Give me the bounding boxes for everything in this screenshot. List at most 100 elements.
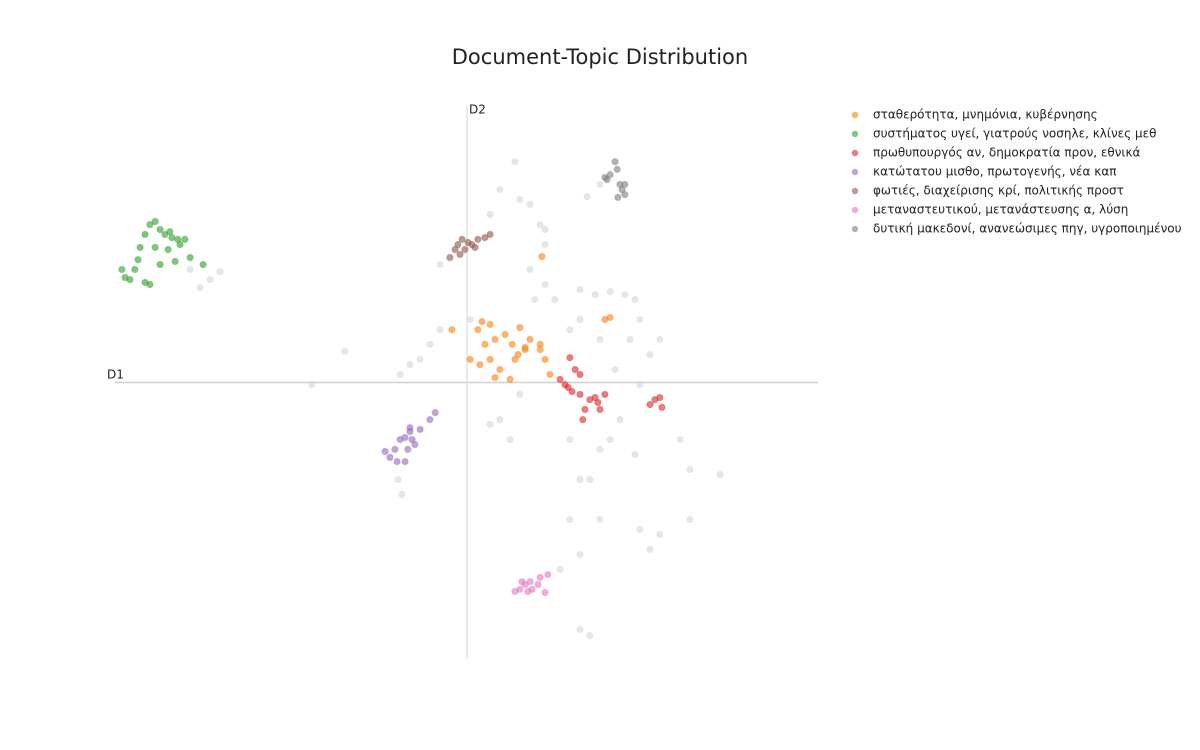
data-point (186, 265, 194, 274)
data-point (393, 457, 401, 466)
data-point (486, 230, 494, 239)
data-point (541, 588, 549, 597)
data-point (686, 515, 694, 524)
data-point (308, 380, 316, 389)
data-point (196, 283, 204, 292)
data-point (386, 453, 394, 462)
data-point (501, 330, 509, 339)
chart-title: Document-Topic Distribution (452, 45, 748, 69)
data-point (416, 425, 424, 434)
data-point (571, 365, 579, 374)
data-point (118, 265, 126, 274)
data-point (596, 405, 604, 414)
legend-label: συστήματος υγεί, γιατρούς νοσηλε, κλίνες… (873, 127, 1156, 141)
data-point (606, 287, 614, 296)
data-point (531, 295, 539, 304)
data-point (528, 585, 536, 594)
data-point (601, 390, 609, 399)
data-point (606, 313, 614, 322)
data-point (508, 340, 516, 349)
data-point (636, 315, 644, 324)
data-point (616, 415, 624, 424)
data-point (491, 373, 499, 382)
data-point (456, 250, 464, 259)
data-point (151, 243, 159, 252)
data-point (541, 280, 549, 289)
legend-label: δυτική μακεδονί, ανανεώσιμες πηγ, υγροπο… (873, 222, 1182, 236)
data-point (626, 335, 634, 344)
y-axis-label: D2 (469, 103, 486, 117)
data-point (568, 387, 576, 396)
data-point (511, 157, 519, 166)
data-point (199, 260, 207, 269)
data-point (166, 227, 174, 236)
data-point (156, 225, 164, 234)
data-point (436, 325, 444, 334)
data-point (544, 570, 552, 579)
data-point (511, 355, 519, 364)
legend-label: σταθερότητα, μνημόνια, κυβέρνησης (873, 108, 1098, 122)
data-point (556, 375, 564, 384)
data-point (341, 347, 349, 356)
data-point (591, 393, 599, 402)
data-point (566, 435, 574, 444)
legend-marker (851, 187, 859, 195)
data-point (448, 325, 456, 334)
data-point (496, 365, 504, 374)
data-point (538, 252, 546, 261)
data-point (406, 360, 414, 369)
data-point (136, 243, 144, 252)
data-point (541, 240, 549, 249)
data-point (596, 180, 604, 189)
data-point (491, 335, 499, 344)
data-point (618, 185, 626, 194)
data-point (621, 290, 629, 299)
data-point (621, 190, 629, 199)
data-point (636, 380, 644, 389)
data-point (596, 515, 604, 524)
data-point (181, 235, 189, 244)
data-point (171, 257, 179, 266)
data-point (398, 490, 406, 499)
data-point (596, 335, 604, 344)
data-point (408, 435, 416, 444)
data-point (606, 435, 614, 444)
data-point (391, 445, 399, 454)
legend-label: κατώτατου μισθο, πρωτογενής, νέα καπ (873, 165, 1116, 179)
data-point (676, 435, 684, 444)
data-point (566, 353, 574, 362)
data-point (134, 255, 142, 264)
data-point (466, 355, 474, 364)
data-point (486, 320, 494, 329)
data-point (646, 545, 654, 554)
data-point (146, 220, 154, 229)
data-point (658, 403, 666, 412)
data-point (576, 315, 584, 324)
legend-marker (851, 149, 859, 157)
legend-marker (851, 225, 859, 233)
data-point (586, 631, 594, 640)
data-point (581, 405, 589, 414)
data-point (471, 243, 479, 252)
data-point (646, 400, 654, 409)
data-point (396, 435, 404, 444)
data-point (176, 240, 184, 249)
data-point (551, 295, 559, 304)
data-point (466, 315, 474, 324)
data-point (206, 275, 214, 284)
data-point (518, 577, 526, 586)
data-point (516, 390, 524, 399)
data-point (526, 200, 534, 209)
data-point (611, 157, 619, 166)
data-point (576, 285, 584, 294)
data-point (168, 233, 176, 242)
data-point (486, 210, 494, 219)
data-point (576, 370, 584, 379)
data-point (461, 245, 469, 254)
data-point (566, 325, 574, 334)
data-point (506, 375, 514, 384)
data-point (583, 192, 591, 201)
data-point (576, 475, 584, 484)
data-point (216, 267, 224, 276)
